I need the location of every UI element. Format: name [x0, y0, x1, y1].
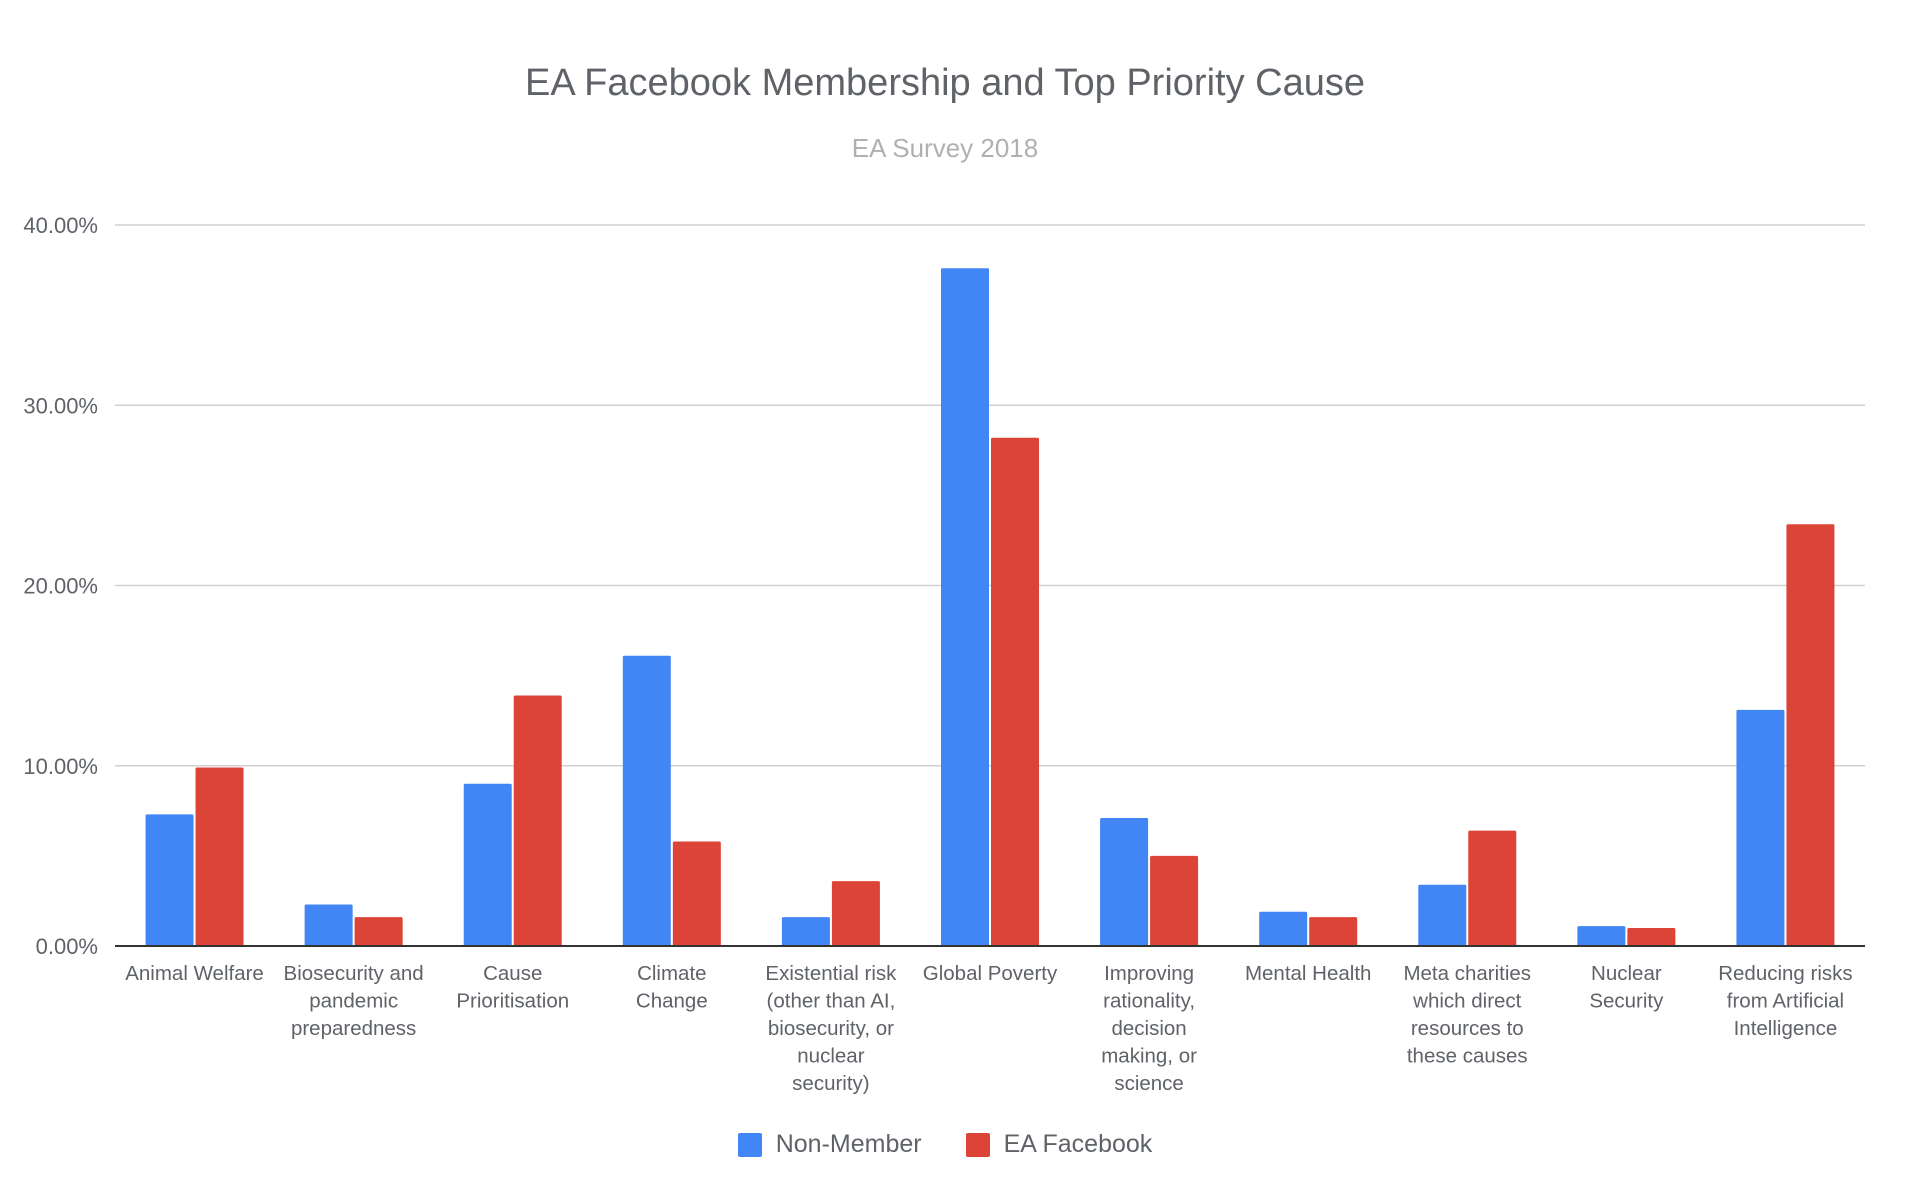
bar-ea-facebook: [513, 695, 562, 946]
legend-item-non-member: Non-Member: [737, 1130, 922, 1159]
bar-ea-facebook: [1150, 855, 1199, 946]
bar-non-member: [463, 783, 512, 946]
bar-non-member: [1100, 818, 1149, 946]
x-tick-label: Improving rationality, decision making, or s…: [1101, 962, 1197, 1095]
y-tick-label: 0.00%: [36, 934, 98, 959]
bar-ea-facebook: [831, 881, 880, 946]
bar-non-member: [1736, 709, 1785, 946]
x-tick-label: Climate Change: [636, 962, 708, 1013]
chart-subtitle: EA Survey 2018: [851, 133, 1039, 163]
legend-swatch-ea-facebook: [965, 1132, 990, 1157]
x-tick-label: Nuclear Security: [1589, 962, 1664, 1013]
x-tick-label: Biosecurity and pandemic preparedness: [284, 962, 424, 1040]
x-tick-label: Animal Welfare: [125, 962, 264, 985]
x-tick-label: Reducing risks from Artificial Intelligenc…: [1718, 962, 1852, 1040]
x-tick-label: Meta charities which direct resources to th…: [1403, 962, 1531, 1068]
bar-non-member: [622, 655, 671, 946]
x-tick-label: Global Poverty: [923, 962, 1058, 985]
bar-non-member: [1577, 926, 1626, 946]
bar-ea-facebook: [1786, 524, 1835, 946]
bar-non-member: [1259, 911, 1308, 946]
y-tick-label: 30.00%: [23, 393, 98, 418]
bar-ea-facebook: [1309, 917, 1358, 946]
legend-swatch-non-member: [737, 1132, 762, 1157]
x-tick-label: Mental Health: [1245, 962, 1371, 985]
bar-non-member: [304, 904, 353, 946]
legend: Non-Member EA Facebook: [0, 1130, 1890, 1159]
legend-label-ea-facebook: EA Facebook: [1003, 1130, 1153, 1158]
y-tick-label: 10.00%: [23, 754, 98, 779]
bar-non-member: [145, 814, 194, 946]
y-tick-label: 40.00%: [23, 213, 98, 238]
legend-item-ea-facebook: EA Facebook: [965, 1130, 1153, 1159]
chart-title: EA Facebook Membership and Top Priority …: [525, 62, 1365, 104]
legend-label-non-member: Non-Member: [775, 1130, 922, 1158]
y-tick-label: 20.00%: [23, 574, 98, 599]
bar-ea-facebook: [354, 917, 403, 946]
bar-ea-facebook: [991, 437, 1039, 946]
bar-non-member: [1418, 884, 1467, 946]
x-tick-label: Existential risk (other than AI, biosecuri…: [765, 962, 897, 1095]
bar-non-member: [941, 268, 989, 946]
bar-ea-facebook: [1468, 830, 1517, 946]
bar-non-member: [781, 917, 830, 946]
bar-ea-facebook: [672, 841, 721, 946]
bar-ea-facebook: [195, 767, 244, 946]
x-tick-label: Cause Prioritisation: [456, 962, 569, 1013]
bar-ea-facebook: [1627, 927, 1676, 946]
